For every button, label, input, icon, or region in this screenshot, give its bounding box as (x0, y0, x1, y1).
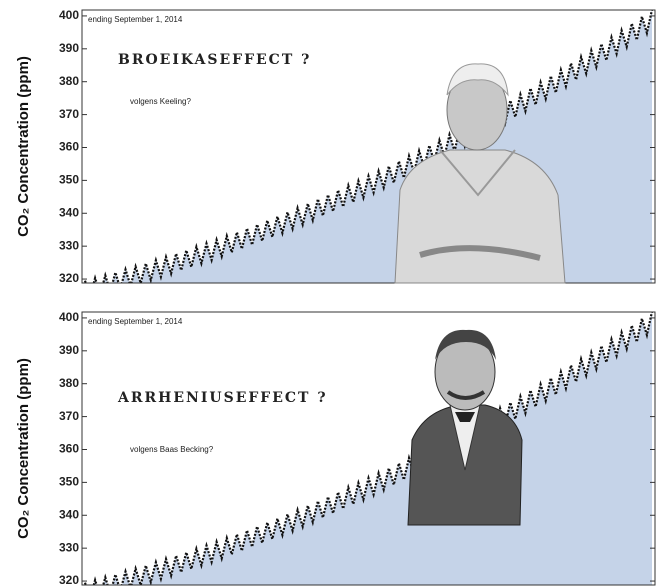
y-tick-label: 320 (59, 271, 79, 285)
y-tick-label: 360 (59, 140, 79, 154)
y-axis-label: CO₂ Concentration (ppm) (15, 56, 32, 237)
y-tick-label: 350 (59, 475, 79, 489)
y-axis-label: CO₂ Concentration (ppm) (15, 358, 32, 539)
y-tick-label: 320 (59, 573, 79, 587)
y-tick-label: 390 (59, 41, 79, 55)
page: 320 330 340 350 360 370 380 390 400 CO₂ Concentra… (0, 0, 662, 588)
annotation: ending September 1, 2014 (88, 317, 183, 326)
annotation: BROEIKASEFFECT ? (118, 52, 311, 68)
y-tick-label: 340 (59, 205, 79, 219)
y-tick-label: 340 (59, 507, 79, 521)
annotation: volgens Baas Becking? (130, 445, 214, 454)
y-tick-label: 400 (59, 8, 79, 22)
y-tick-label: 330 (59, 238, 79, 252)
y-tick-label: 360 (59, 442, 79, 456)
y-tick-label: 330 (59, 540, 79, 554)
y-tick-label: 350 (59, 173, 79, 187)
y-tick-label: 380 (59, 74, 79, 88)
panel: 320 330 340 350 360 370 380 390 400 CO₂ Concentra… (15, 310, 655, 588)
y-tick-label: 390 (59, 343, 79, 357)
annotation: ending September 1, 2014 (88, 15, 183, 24)
y-tick-label: 370 (59, 409, 79, 423)
annotation: ARRHENIUSEFFECT ? (117, 390, 328, 406)
chart: 320 330 340 350 360 370 380 390 400 CO₂ Concentra… (0, 0, 662, 588)
y-tick-label: 380 (59, 376, 79, 390)
y-tick-label: 370 (59, 107, 79, 121)
annotation: volgens Keeling? (130, 97, 191, 106)
y-tick-label: 400 (59, 310, 79, 324)
